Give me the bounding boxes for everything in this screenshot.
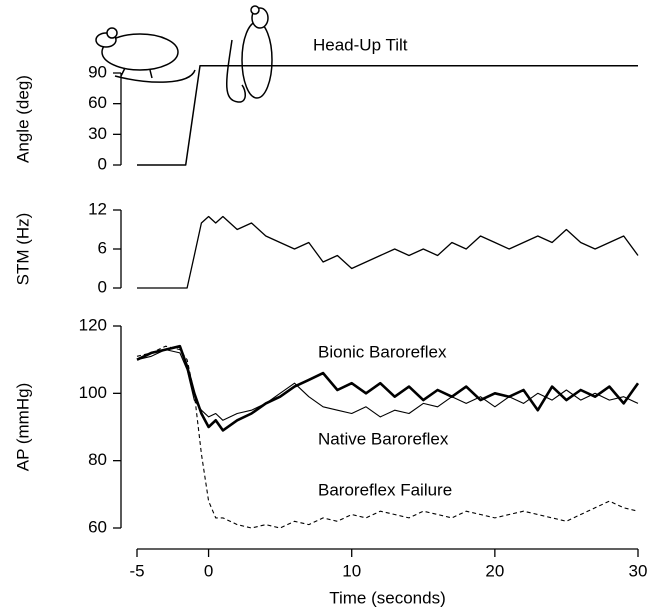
data-line (137, 65, 638, 166)
y-tick-label: 60 (88, 517, 107, 536)
y-axis-label: Angle (deg) (13, 75, 32, 163)
data-line (137, 215, 639, 289)
x-tick-label: 30 (629, 561, 648, 580)
y-axis-label: STM (Hz) (13, 213, 32, 286)
series-label: Native Baroreflex (318, 429, 449, 448)
y-tick-label: 80 (88, 450, 107, 469)
y-tick-label: 0 (98, 154, 107, 173)
y-tick-label: 0 (98, 277, 107, 296)
y-tick-label: 12 (88, 199, 107, 218)
annotation: Head-Up Tilt (313, 35, 408, 54)
data-line (136, 345, 639, 529)
y-tick-label: 100 (79, 383, 107, 402)
data-line (136, 349, 639, 421)
x-tick-label: 0 (204, 561, 213, 580)
x-axis-label: Time (seconds) (329, 588, 446, 607)
rat-horizontal-icon (95, 27, 196, 83)
y-tick-label: 6 (98, 238, 107, 257)
x-tick-label: -5 (129, 561, 144, 580)
y-tick-label: 90 (88, 62, 107, 81)
y-tick-label: 60 (88, 93, 107, 112)
data-line (136, 344, 640, 432)
rat-vertical-icon (226, 5, 273, 103)
y-axis-label: AP (mmHg) (13, 383, 32, 471)
x-tick-label: 20 (485, 561, 504, 580)
series-label: Baroreflex Failure (318, 480, 452, 499)
series-label: Bionic Baroreflex (318, 342, 447, 361)
x-tick-label: 10 (342, 561, 361, 580)
y-tick-label: 30 (88, 124, 107, 143)
y-tick-label: 120 (79, 315, 107, 334)
